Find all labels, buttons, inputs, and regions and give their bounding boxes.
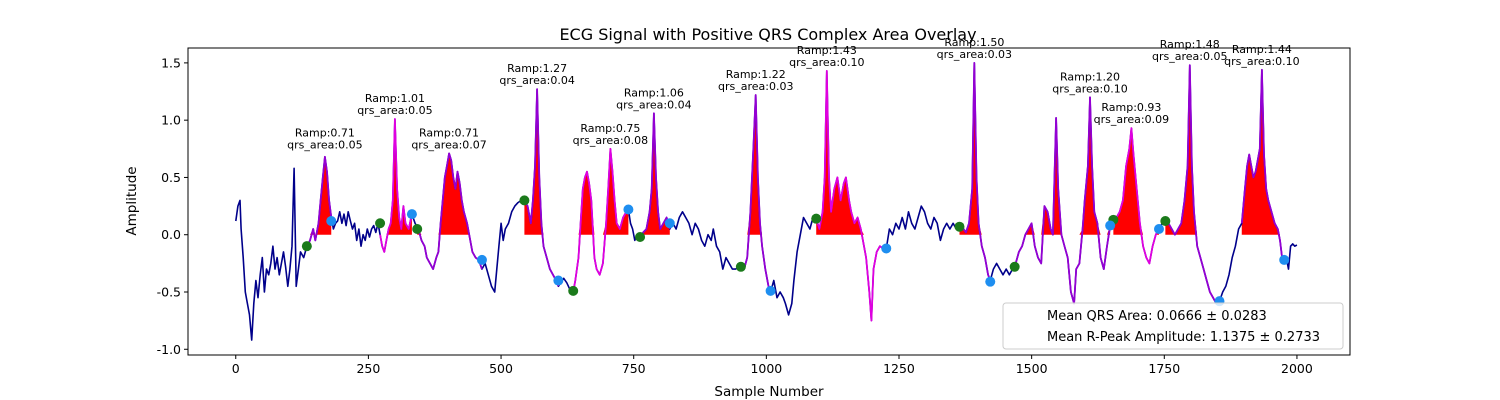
qrs-segment-line-11 (1112, 127, 1160, 265)
qrs-area-label-6: qrs_area:0.04 (616, 98, 691, 111)
r-peak-amp-label-6: Ramp:1.06 (624, 86, 684, 99)
qrs-area-fill-4 (524, 89, 559, 235)
legend-entry-r-peak: Mean R-Peak Amplitude: 1.1375 ± 0.2733 (1047, 330, 1320, 345)
qrs-area-label-11: qrs_area:0.09 (1094, 113, 1169, 126)
qrs-area-label-3: qrs_area:0.07 (411, 138, 486, 151)
qrs-segment-line-10 (1013, 96, 1112, 305)
offset-marker-2 (375, 218, 386, 229)
x-tick-label: 1500 (1016, 361, 1048, 376)
qrs-segment-line-13 (1240, 68, 1285, 261)
qrs-area-fill-3 (417, 153, 482, 235)
qrs-area-fill-13 (1241, 69, 1285, 235)
qrs-segment-line-4 (523, 88, 560, 287)
qrs-segment-line-6 (639, 112, 671, 238)
qrs-area-fill-12 (1165, 65, 1220, 235)
qrs-area-fill-1 (306, 156, 332, 235)
offset-marker-7 (735, 261, 746, 272)
qrs-area-fill-7 (740, 94, 771, 235)
qrs-area-label-7: qrs_area:0.03 (718, 80, 793, 93)
r-peak-amp-label-10: Ramp:1.20 (1060, 70, 1120, 83)
onset-marker-1 (326, 215, 337, 226)
onset-marker-2 (406, 209, 417, 220)
onset-marker-10 (1105, 220, 1116, 231)
qrs-area-label-2: qrs_area:0.05 (357, 104, 432, 117)
onset-marker-4 (553, 275, 564, 286)
qrs-area-label-9: qrs_area:0.03 (937, 48, 1012, 61)
onset-marker-11 (1153, 223, 1164, 234)
onset-marker-7 (765, 285, 776, 296)
qrs-segment-line-1 (306, 155, 333, 247)
r-peak-amp-label-4: Ramp:1.27 (507, 62, 567, 75)
qrs-area-fill-6 (640, 113, 670, 235)
qrs-area-fill-11 (1113, 128, 1159, 235)
plot-area: Ramp:0.71qrs_area:0.05Ramp:1.01qrs_area:… (235, 36, 1300, 341)
x-tick-label: 1750 (1148, 361, 1180, 376)
chart-title: ECG Signal with Positive QRS Complex Are… (559, 25, 976, 44)
y-tick-label: 1.0 (161, 113, 181, 128)
y-tick-label: -1.0 (157, 342, 181, 357)
x-tick-label: 1250 (883, 361, 915, 376)
r-peak-amp-label-11: Ramp:0.93 (1101, 101, 1161, 114)
offset-marker-1 (301, 241, 312, 252)
offset-marker-4 (519, 195, 530, 206)
onset-marker-9 (985, 276, 996, 287)
x-tick-label: 0 (232, 361, 240, 376)
qrs-area-label-4: qrs_area:0.04 (499, 74, 574, 87)
r-peak-amp-label-1: Ramp:0.71 (295, 126, 355, 139)
qrs-area-label-8: qrs_area:0.10 (789, 56, 864, 69)
r-peak-amp-label-13: Ramp:1.44 (1232, 43, 1292, 56)
qrs-area-fill-9 (959, 62, 991, 235)
qrs-segment-line-2 (379, 118, 413, 253)
offset-marker-10 (1009, 261, 1020, 272)
onset-marker-3 (476, 254, 487, 265)
x-tick-label: 500 (489, 361, 513, 376)
r-peak-amp-label-3: Ramp:0.71 (419, 126, 479, 139)
x-axis-label: Sample Number (714, 384, 824, 400)
x-tick-label: 1000 (750, 361, 782, 376)
x-tick-label: 2000 (1281, 361, 1313, 376)
qrs-area-label-10: qrs_area:0.10 (1052, 82, 1127, 95)
qrs-area-fill-5 (573, 148, 629, 235)
legend-entry-qrs-area: Mean QRS Area: 0.0666 ± 0.0283 (1047, 309, 1267, 324)
legend-box (1002, 302, 1344, 350)
offset-marker-9 (954, 221, 965, 232)
r-peak-amp-label-8: Ramp:1.43 (797, 44, 857, 57)
y-tick-label: 0.0 (161, 227, 181, 242)
x-tick-label: 250 (356, 361, 380, 376)
qrs-segment-line-9 (958, 62, 992, 281)
offset-marker-3 (412, 223, 423, 234)
qrs-area-label-12: qrs_area:0.05 (1152, 50, 1227, 63)
axes: 0 250 500 750 1000 1250 1500 1750 2000 -1.0 -0.5 0.… (157, 55, 1313, 376)
legend: Mean QRS Area: 0.0666 ± 0.0283 Mean R-Pe… (1002, 302, 1344, 350)
y-tick-label: 1.5 (161, 55, 181, 70)
qrs-area-label-5: qrs_area:0.08 (573, 134, 648, 147)
offset-marker-5 (568, 285, 579, 296)
qrs-segment-line-5 (572, 147, 630, 293)
qrs-area-label-1: qrs_area:0.05 (287, 138, 362, 151)
qrs-area-label-13: qrs_area:0.10 (1224, 55, 1299, 68)
plot-frame (187, 47, 1351, 356)
offset-marker-6 (635, 232, 646, 243)
onset-marker-5 (623, 204, 634, 215)
r-peak-amp-label-9: Ramp:1.50 (944, 36, 1004, 49)
qrs-segment-line-7 (740, 94, 772, 293)
y-tick-label: -0.5 (157, 284, 181, 299)
y-axis-label: Amplitude (124, 166, 140, 235)
offset-marker-12 (1160, 215, 1171, 226)
qrs-segment-line-3 (416, 152, 483, 270)
y-tick-label: 0.5 (161, 170, 181, 185)
x-tick-label: 750 (622, 361, 646, 376)
r-peak-amp-label-2: Ramp:1.01 (365, 92, 425, 105)
offset-marker-8 (811, 213, 822, 224)
onset-marker-6 (664, 218, 675, 229)
qrs-area-fill-10 (1014, 97, 1111, 235)
onset-marker-8 (881, 243, 892, 254)
qrs-segment-line-12 (1164, 64, 1221, 305)
r-peak-amp-label-7: Ramp:1.22 (726, 68, 786, 81)
qrs-segment-line-8 (815, 70, 887, 322)
r-peak-amp-label-5: Ramp:0.75 (580, 122, 640, 135)
onset-marker-13 (1279, 254, 1290, 265)
